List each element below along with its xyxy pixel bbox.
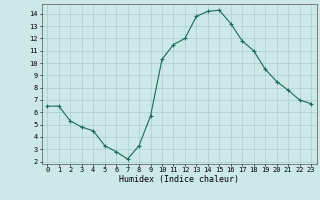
X-axis label: Humidex (Indice chaleur): Humidex (Indice chaleur)	[119, 175, 239, 184]
